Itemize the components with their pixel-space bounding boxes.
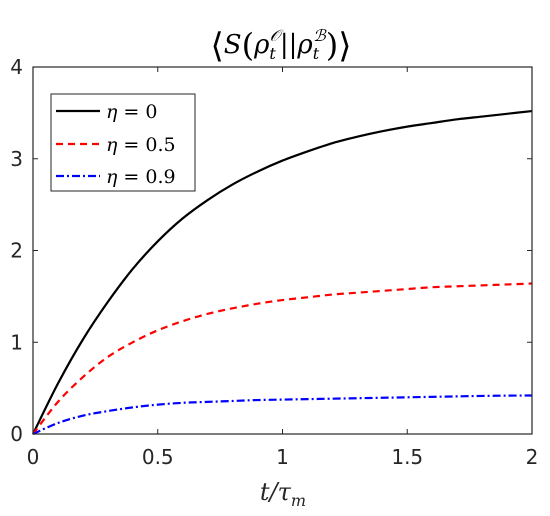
ticks-layer: 0 0.5 1 1.5 2 0 1 2 3 4 [10,55,538,469]
chart-title: ⟨S(ρt𝒪||ρtℬ)⟩ [211,26,352,66]
legend-value-eta-0: = 0 [117,101,157,123]
x-axis-label: t/τm [260,478,306,510]
title-separator: || [280,30,298,60]
title-paren-open: ( [242,26,254,64]
legend-label-eta-0: η = 0 [106,101,157,123]
legend-symbol-eta-0-9: η [106,166,118,188]
title-sup-2: ℬ [313,26,327,45]
title-rho-2: ρ [296,30,313,60]
y-tick-label: 4 [10,55,23,79]
legend-symbol-eta-0: η [106,101,118,123]
y-tick-label: 1 [10,330,23,354]
series-layer [32,109,533,436]
y-tick-label: 2 [10,239,23,263]
title-rho-1: ρ [253,30,270,60]
x-tick-label: 0 [27,445,40,469]
legend: η = 0 η = 0.5 η = 0.9 [50,93,196,192]
x-tick-label: 1.5 [391,445,423,469]
x-axis-label-main: t/τ [260,478,292,506]
series-line-1 [32,282,533,435]
legend-value-eta-0-9: = 0.9 [117,166,175,188]
title-paren-close: ) [326,26,338,64]
legend-label-eta-0-5: η = 0.5 [106,134,176,156]
legend-label-eta-0-9: η = 0.9 [106,166,176,188]
title-s: S [224,30,242,60]
x-tick-label: 0.5 [142,445,174,469]
title-open-bracket: ⟨ [211,26,224,66]
x-tick-label: 2 [526,445,539,469]
x-axis-label-sub: m [291,491,306,510]
title-sub-1: t [269,44,276,63]
title-close-bracket: ⟩ [338,26,351,66]
title-sub-2: t [313,44,320,63]
legend-symbol-eta-0-5: η [106,134,118,156]
y-tick-label: 3 [10,147,23,171]
x-tick-label: 1 [276,445,289,469]
y-tick-label: 0 [10,422,23,446]
series-line-0 [32,109,533,435]
legend-value-eta-0-5: = 0.5 [117,134,175,156]
axes-box [32,66,533,435]
series-line-2 [32,394,533,436]
